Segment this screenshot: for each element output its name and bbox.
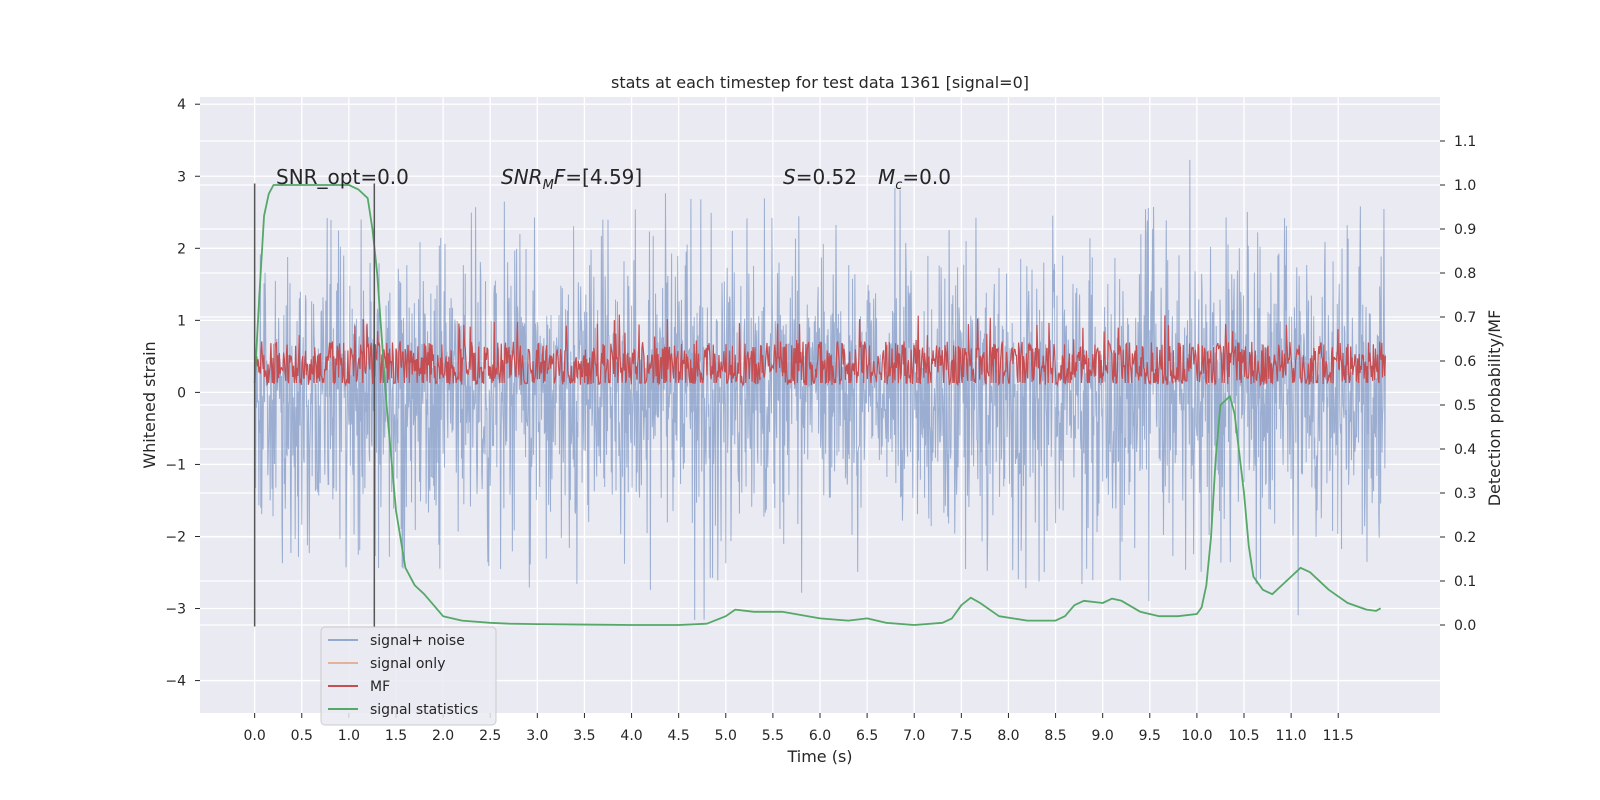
- x-tick-label: 4.5: [668, 728, 690, 744]
- annotation-snr-mf-b: F: [554, 165, 566, 189]
- annotation-snr-mf-sub: M: [543, 178, 554, 193]
- annotation-s: S=0.52: [783, 165, 857, 189]
- x-tick-label: 8.5: [1044, 728, 1066, 744]
- legend-label-signal-statistics: signal statistics: [370, 702, 478, 718]
- x-tick-label: 5.5: [762, 728, 784, 744]
- legend-label-mf: MF: [370, 679, 390, 695]
- legend-label-signal-noise: signal+ noise: [370, 633, 465, 649]
- series-mf: [254, 314, 1386, 388]
- series-layer: [253, 159, 1386, 626]
- annotation-s-b: =0.52: [796, 165, 857, 189]
- annotation-snr-mf-a: SNR: [501, 165, 543, 189]
- x-tick-label: 5.0: [715, 728, 737, 744]
- y-right-tick-label: 0.8: [1454, 266, 1476, 282]
- annotation-mc-b: =0.0: [902, 165, 951, 189]
- grid: [200, 97, 1440, 713]
- y-right-tick-label: 0.2: [1454, 530, 1476, 546]
- x-tick-label: 8.0: [997, 728, 1019, 744]
- y-axis-label: Whitened strain: [140, 341, 159, 468]
- x-tick-label: 3.5: [573, 728, 595, 744]
- legend: signal+ noise signal only MF signal stat…: [320, 626, 497, 726]
- y-right-tick-label: 1.0: [1454, 178, 1476, 194]
- annotation-mc-a: M: [878, 165, 895, 189]
- x-tick-label: 2.0: [432, 728, 454, 744]
- y-right-tick-label: 0.0: [1454, 618, 1476, 634]
- x-tick-label: 1.0: [338, 728, 360, 744]
- y-ticks-left: 4 3 2 1 0 −1 −2 −3 −4: [165, 97, 200, 690]
- legend-label-signal-only: signal only: [370, 656, 445, 672]
- x-tick-label: 7.0: [903, 728, 925, 744]
- chart-title: stats at each timestep for test data 136…: [611, 73, 1029, 92]
- x-tick-label: 11.5: [1323, 728, 1354, 744]
- x-tick-label: 7.5: [950, 728, 972, 744]
- y-axis-label-right: Detection probability/MF: [1485, 310, 1504, 507]
- y-right-tick-label: 0.1: [1454, 574, 1476, 590]
- y-right-tick-label: 0.4: [1454, 442, 1476, 458]
- y-tick-label: −4: [165, 674, 186, 690]
- x-axis-label: Time (s): [786, 747, 852, 766]
- annotation-snr-mf-c: =[4.59]: [565, 165, 642, 189]
- annotation-mc-sub: c: [895, 178, 902, 193]
- y-tick-label: 3: [177, 169, 186, 185]
- annotation-snr-opt: SNR_opt=0.0: [276, 165, 409, 189]
- y-tick-label: −2: [165, 529, 186, 545]
- x-tick-label: 0.5: [291, 728, 313, 744]
- annotation-snr-mf: SNRMF=[4.59]: [501, 165, 642, 193]
- y-right-tick-label: 0.6: [1454, 354, 1476, 370]
- x-ticks: 0.0 0.5 1.0 1.5 2.0 2.5 3.0 3.5 4.0 4.5 5.0 5.5 6.0 6…: [244, 713, 1354, 744]
- y-right-tick-label: 1.1: [1454, 134, 1476, 150]
- y-tick-label: 2: [177, 241, 186, 257]
- x-tick-label: 2.5: [479, 728, 501, 744]
- x-tick-label: 6.5: [856, 728, 878, 744]
- x-tick-label: 4.0: [620, 728, 642, 744]
- x-tick-label: 11.0: [1276, 728, 1307, 744]
- x-tick-label: 1.5: [385, 728, 407, 744]
- y-right-tick-label: 0.3: [1454, 486, 1476, 502]
- y-right-tick-label: 0.7: [1454, 310, 1476, 326]
- y-tick-label: 4: [177, 97, 186, 113]
- x-tick-label: 10.0: [1181, 728, 1212, 744]
- annotation-mc: Mc=0.0: [878, 165, 951, 193]
- y-right-tick-label: 0.9: [1454, 222, 1476, 238]
- x-tick-label: 6.0: [809, 728, 831, 744]
- x-tick-label: 9.5: [1139, 728, 1161, 744]
- x-tick-label: 10.5: [1228, 728, 1259, 744]
- y-tick-label: −1: [165, 457, 186, 473]
- y-tick-label: 0: [177, 385, 186, 401]
- x-tick-label: 0.0: [244, 728, 266, 744]
- legend-box: [320, 626, 497, 726]
- series-signal-statistics: [253, 184, 1382, 626]
- annotation-s-a: S: [783, 165, 796, 189]
- y-right-tick-label: 0.5: [1454, 398, 1476, 414]
- y-tick-label: −3: [165, 602, 186, 618]
- y-tick-label: 1: [177, 313, 186, 329]
- vertical-markers: [253, 183, 376, 627]
- x-tick-label: 9.0: [1092, 728, 1114, 744]
- y-ticks-right: 1.1 1.0 0.9 0.8 0.7 0.6 0.5 0.4 0.3 0.2 0.1 0.0: [1440, 134, 1476, 634]
- x-tick-label: 3.0: [526, 728, 548, 744]
